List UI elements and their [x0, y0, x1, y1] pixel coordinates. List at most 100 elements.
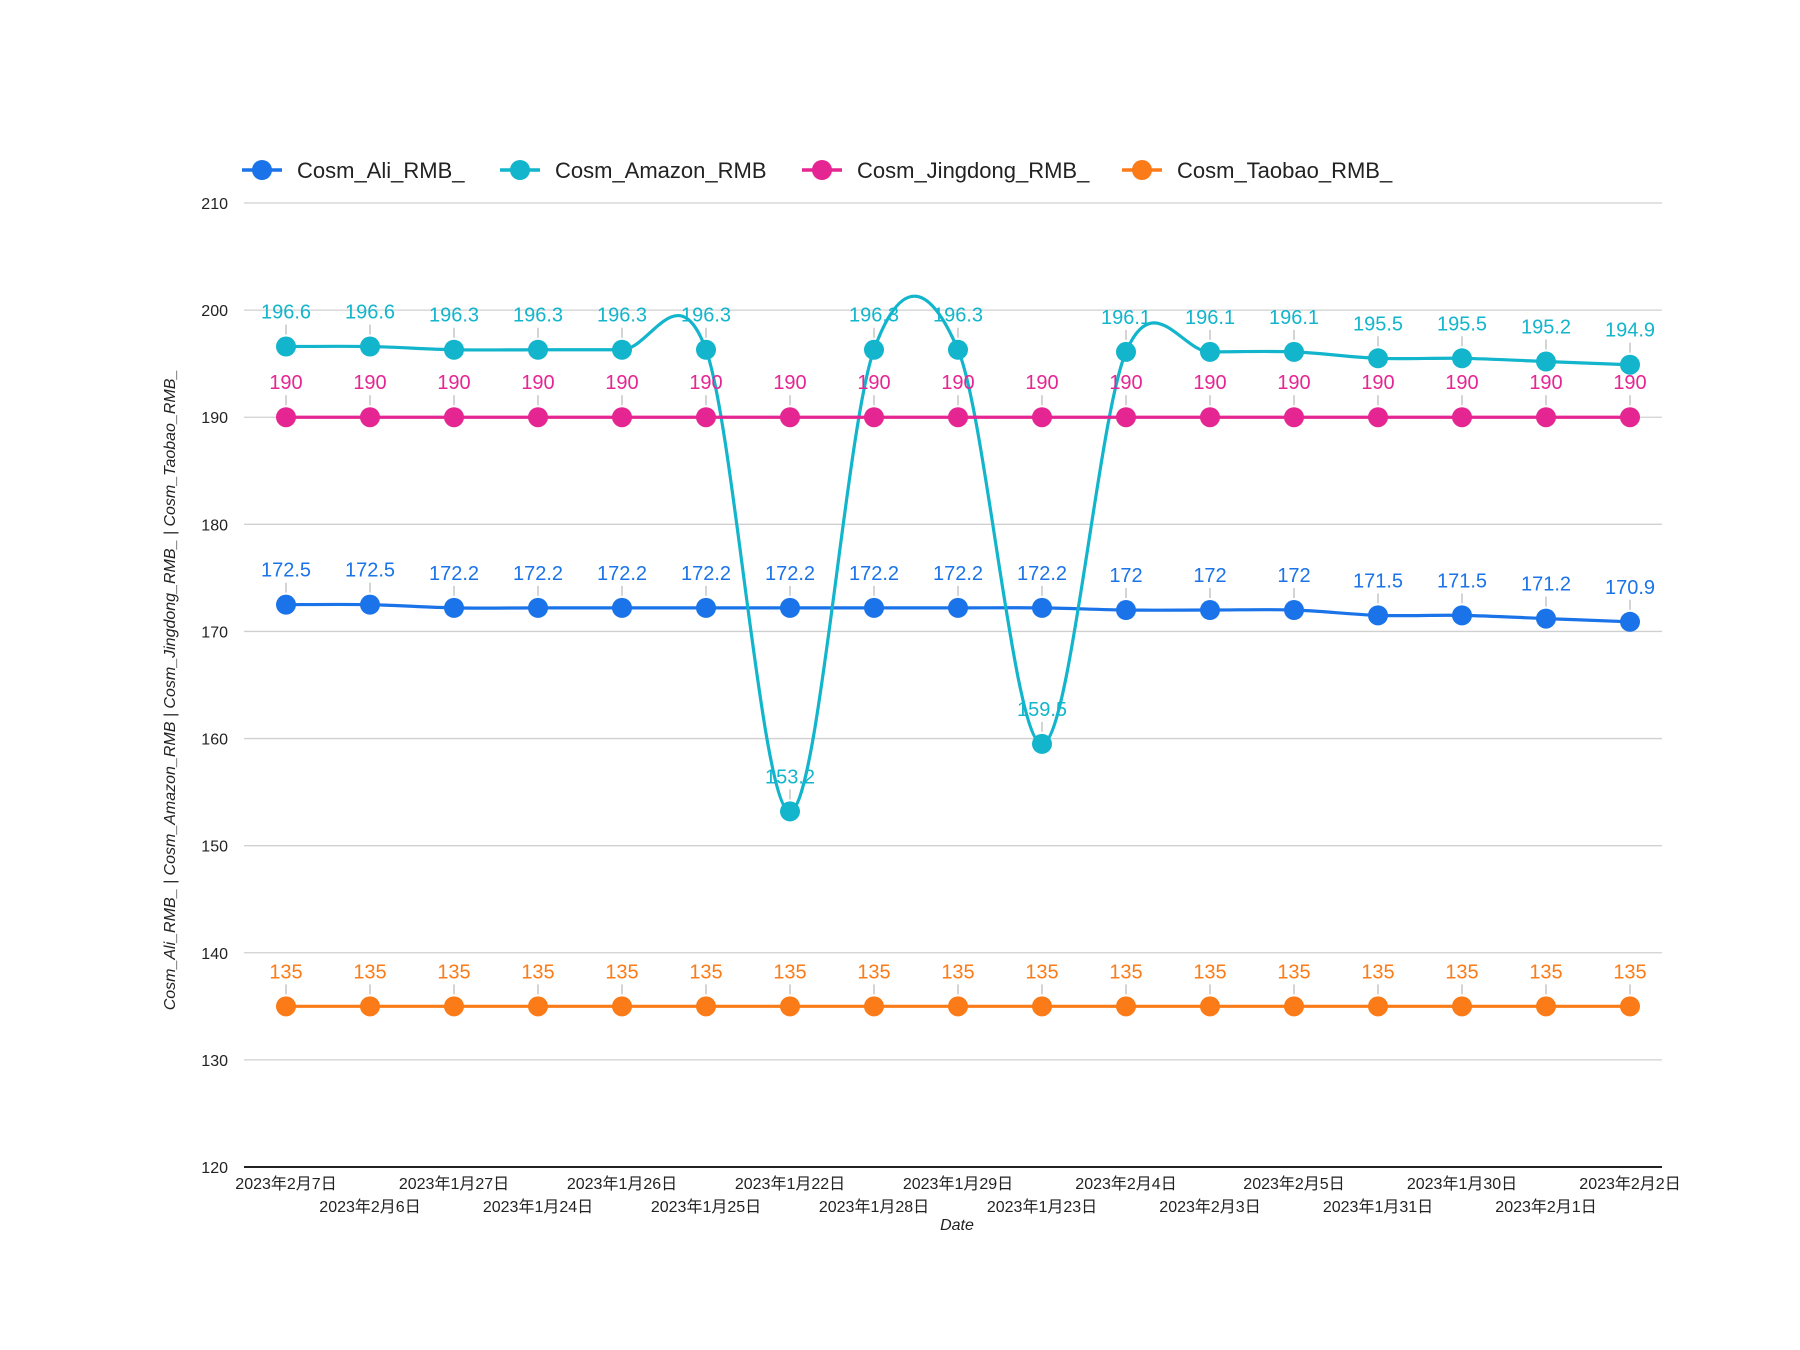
data-point	[1452, 605, 1472, 626]
x-tick-label: 2023年1月26日	[567, 1175, 677, 1193]
data-point	[1536, 608, 1556, 629]
data-point	[696, 407, 716, 428]
data-label: 190	[1193, 372, 1226, 394]
data-label: 196.1	[1185, 307, 1235, 329]
y-axis-ticks: 120 130 140 150 160 170 180 190 200 210	[201, 196, 228, 1177]
legend: Cosm_Ali_RMB_ Cosm_Amazon_RMB Cosm_Jingdon…	[242, 158, 1393, 183]
data-point	[1368, 996, 1388, 1017]
data-label: 135	[941, 961, 974, 983]
data-label: 194.9	[1605, 320, 1655, 342]
data-label: 172.2	[849, 563, 899, 585]
data-label: 135	[521, 961, 554, 983]
legend-item-label: Cosm_Ali_RMB_	[297, 158, 465, 183]
data-label: 190	[1613, 372, 1646, 394]
y-tick-label: 210	[201, 196, 228, 213]
data-label: 135	[605, 961, 638, 983]
x-tick-label: 2023年1月31日	[1323, 1198, 1433, 1216]
data-label: 190	[1361, 372, 1394, 394]
data-point	[1032, 996, 1052, 1017]
x-tick-label: 2023年2月5日	[1243, 1175, 1344, 1193]
data-label: 171.2	[1521, 574, 1571, 596]
data-point	[1116, 341, 1136, 362]
legend-item-label: Cosm_Taobao_RMB_	[1177, 158, 1393, 183]
data-point	[1200, 996, 1220, 1017]
data-label: 135	[1529, 961, 1562, 983]
legend-swatch-dot	[510, 160, 530, 180]
data-label: 196.3	[513, 305, 563, 327]
x-axis: 2023年2月7日 2023年2月6日 2023年1月27日 2023年1月24日 20…	[235, 1166, 1681, 1216]
data-point	[1116, 600, 1136, 621]
data-point	[948, 996, 968, 1017]
data-label: 196.3	[933, 305, 983, 327]
data-label: 190	[689, 372, 722, 394]
data-point	[1620, 407, 1640, 428]
data-point	[1284, 600, 1304, 621]
data-label: 172.2	[429, 563, 479, 585]
data-label: 196.3	[597, 305, 647, 327]
data-point	[612, 996, 632, 1017]
data-point	[948, 339, 968, 360]
data-label: 190	[1277, 372, 1310, 394]
data-point	[1452, 348, 1472, 369]
data-label: 135	[1613, 961, 1646, 983]
data-label: 159.5	[1017, 699, 1067, 721]
data-label: 196.3	[849, 305, 899, 327]
data-point	[696, 996, 716, 1017]
data-label: 190	[1109, 372, 1142, 394]
y-tick-label: 160	[201, 732, 228, 749]
data-point	[612, 339, 632, 360]
data-point	[1200, 407, 1220, 428]
data-label: 196.1	[1101, 307, 1151, 329]
data-point	[1284, 996, 1304, 1017]
data-label: 195.2	[1521, 317, 1571, 339]
data-label: 172	[1193, 565, 1226, 587]
data-point	[864, 339, 884, 360]
data-label: 190	[1025, 372, 1058, 394]
y-tick-label: 120	[201, 1160, 228, 1177]
data-point	[276, 594, 296, 615]
data-label: 190	[605, 372, 638, 394]
data-point	[864, 407, 884, 428]
data-label: 172.2	[1017, 563, 1067, 585]
data-point	[1452, 407, 1472, 428]
legend-swatch-dot	[1132, 160, 1152, 180]
data-label: 196.6	[261, 302, 311, 324]
data-point	[528, 407, 548, 428]
data-label: 172.2	[933, 563, 983, 585]
data-point	[528, 597, 548, 618]
data-point	[780, 996, 800, 1017]
data-label: 135	[773, 961, 806, 983]
data-point	[1116, 996, 1136, 1017]
y-axis-title: Cosm_Ali_RMB_ | Cosm_Amazon_RMB | Cosm_J…	[162, 370, 179, 1011]
data-point	[696, 597, 716, 618]
x-tick-label: 2023年2月6日	[319, 1198, 420, 1216]
data-point	[780, 597, 800, 618]
data-point	[444, 407, 464, 428]
data-point	[948, 597, 968, 618]
data-label: 190	[1529, 372, 1562, 394]
data-label: 171.5	[1437, 570, 1487, 592]
data-label: 196.1	[1269, 307, 1319, 329]
data-point	[1200, 341, 1220, 362]
data-point	[360, 996, 380, 1017]
data-point	[444, 339, 464, 360]
data-point	[444, 996, 464, 1017]
y-tick-label: 200	[201, 303, 228, 320]
data-point	[1452, 996, 1472, 1017]
data-label: 190	[857, 372, 890, 394]
data-label: 135	[1109, 961, 1142, 983]
data-label: 172	[1109, 565, 1142, 587]
data-label: 190	[353, 372, 386, 394]
data-label: 172.5	[345, 560, 395, 582]
x-tick-label: 2023年1月25日	[651, 1198, 761, 1216]
data-label: 190	[437, 372, 470, 394]
legend-item-label: Cosm_Jingdong_RMB_	[857, 158, 1090, 183]
data-point	[1536, 351, 1556, 372]
y-tick-label: 170	[201, 624, 228, 641]
x-axis-title: Date	[940, 1217, 974, 1234]
data-point	[276, 407, 296, 428]
data-point	[276, 996, 296, 1017]
legend-item-label: Cosm_Amazon_RMB	[555, 158, 767, 183]
data-point	[1368, 407, 1388, 428]
